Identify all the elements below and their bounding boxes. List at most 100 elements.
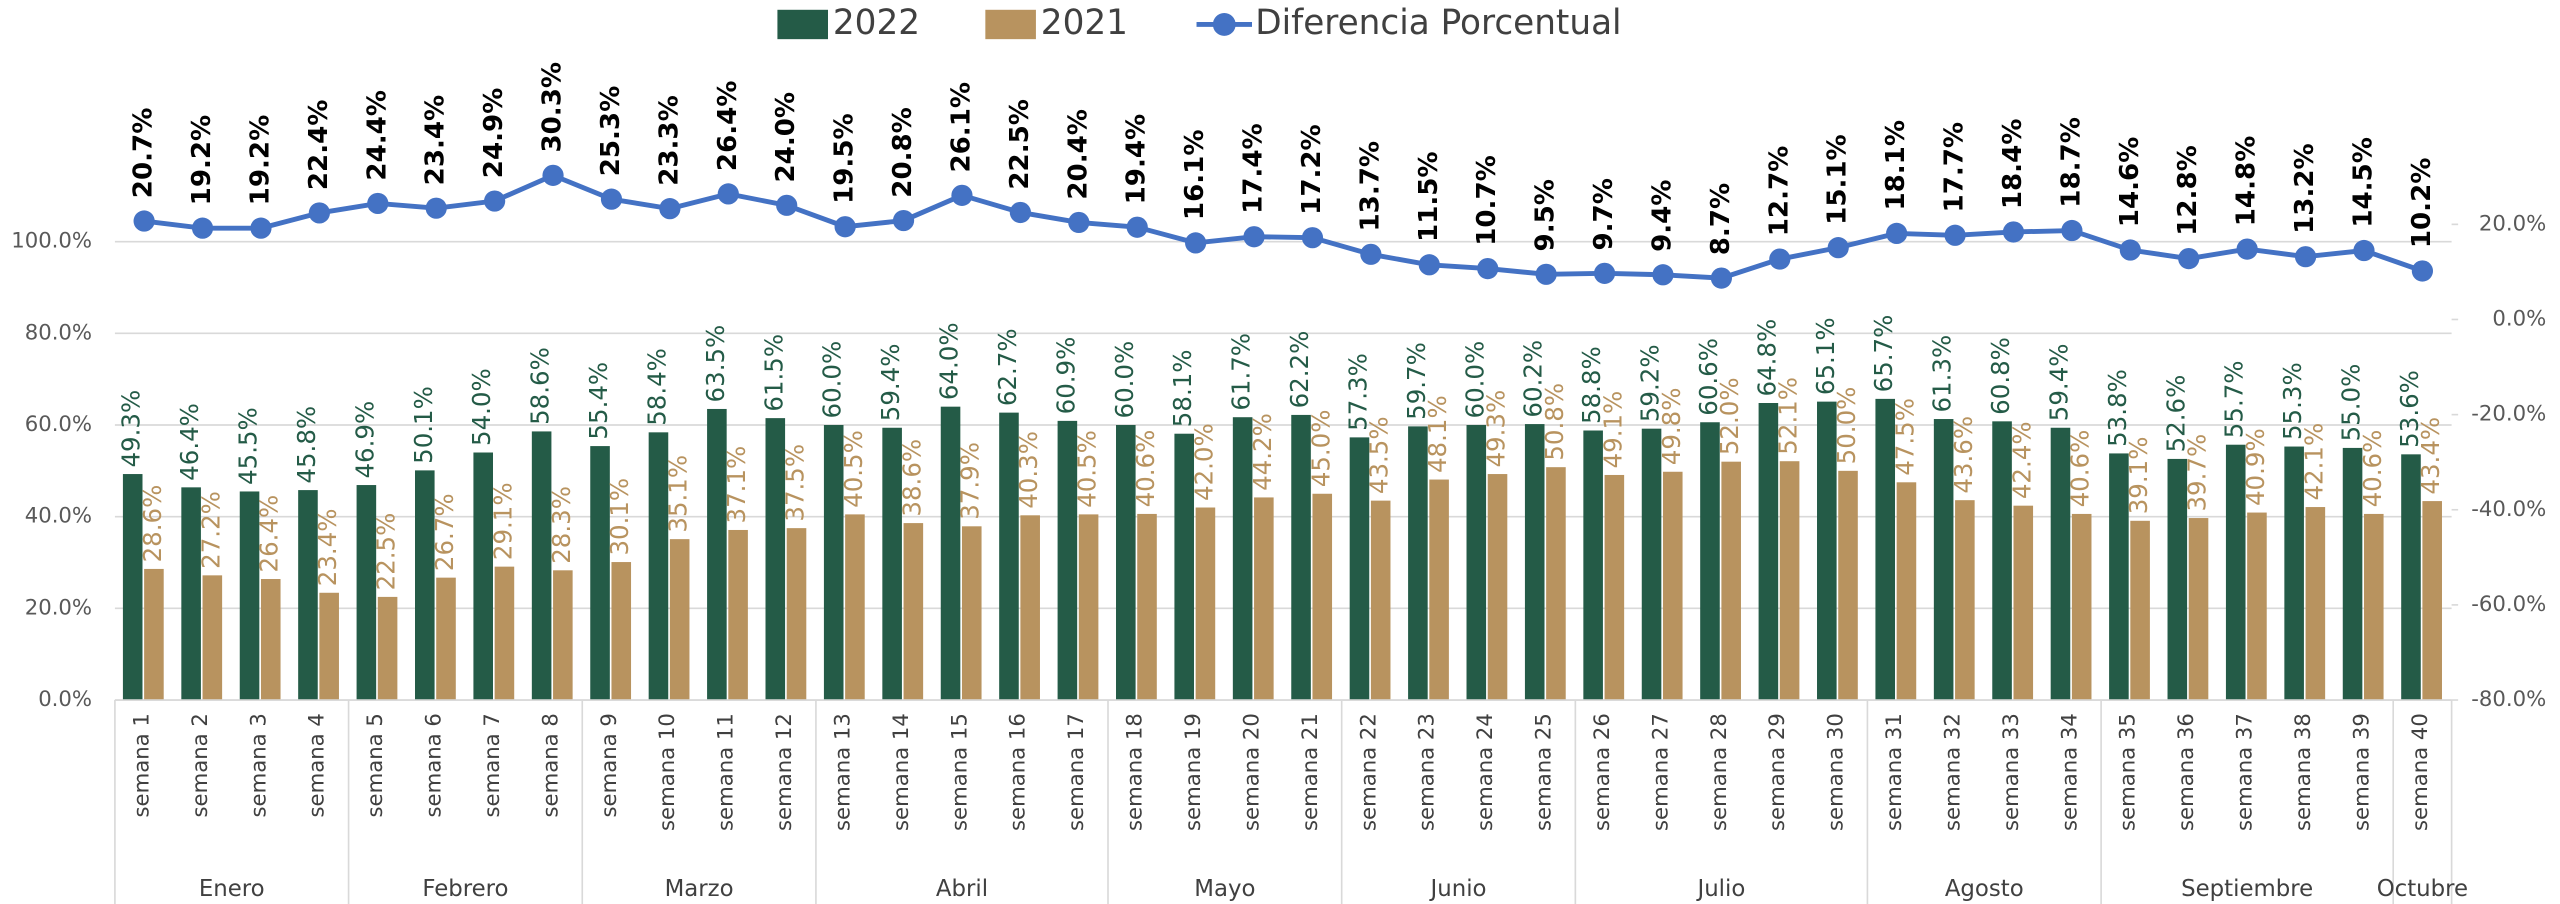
- group-label: Julio: [1695, 876, 1745, 902]
- line-marker: [1536, 264, 1557, 285]
- bar-value-label: 23.4%: [313, 509, 342, 587]
- bar-value-label: 61.5%: [759, 334, 788, 412]
- line-marker: [1010, 202, 1031, 223]
- x-tick-label: semana 24: [1473, 713, 1498, 831]
- bar-value-label: 60.0%: [1110, 341, 1139, 419]
- line-value-label: 18.7%: [2056, 117, 2086, 208]
- bar-value-label: 50.1%: [409, 386, 438, 464]
- bar: [2072, 514, 2092, 700]
- bar-value-label: 28.3%: [547, 486, 576, 564]
- bar: [2013, 506, 2033, 700]
- line-value-label: 13.7%: [1355, 141, 1385, 232]
- bar-value-label: 40.9%: [2241, 428, 2270, 506]
- line-value-label: 14.5%: [2348, 137, 2378, 228]
- bar: [1663, 472, 1683, 700]
- bar-value-label: 45.5%: [234, 407, 263, 485]
- line-value-label: 26.4%: [713, 81, 743, 172]
- x-tick-label: semana 36: [2174, 713, 2199, 831]
- bar-value-label: 29.1%: [488, 482, 517, 560]
- line-value-label: 24.0%: [771, 92, 801, 183]
- x-tick-label: semana 6: [422, 713, 447, 817]
- bar-value-label: 59.4%: [876, 343, 905, 421]
- bar-value-label: 47.5%: [1890, 398, 1919, 476]
- bar-value-label: 65.7%: [1869, 315, 1898, 393]
- bar-value-label: 45.8%: [292, 406, 321, 484]
- x-tick-label: semana 26: [1590, 713, 1615, 831]
- bar-value-label: 40.6%: [2358, 430, 2387, 508]
- bar: [2364, 514, 2384, 700]
- bar: [1429, 480, 1449, 700]
- line-value-label: 11.5%: [1414, 151, 1444, 242]
- line-value-label: 22.5%: [1005, 99, 1035, 190]
- bar: [1254, 497, 1274, 700]
- bar: [495, 567, 515, 700]
- y-tick-label: 40.0%: [25, 504, 92, 529]
- line-marker: [1652, 264, 1673, 285]
- group-label: Septiembre: [2181, 876, 2313, 902]
- chart: 0.0%20.0%40.0%60.0%80.0%100.0%-80.0%-60.…: [0, 0, 2560, 904]
- bar-value-label: 49.1%: [1598, 391, 1627, 469]
- x-tick-label: semana 30: [1824, 713, 1849, 831]
- bar: [1371, 501, 1391, 700]
- bar-value-label: 61.3%: [1928, 335, 1957, 413]
- line-marker: [1360, 244, 1381, 265]
- bar-value-label: 40.5%: [839, 430, 868, 508]
- line-value-label: 16.1%: [1180, 130, 1210, 221]
- x-tick-label: semana 3: [246, 713, 271, 817]
- bar-value-label: 42.1%: [2299, 423, 2328, 501]
- line-marker: [2178, 248, 2199, 269]
- x-tick-label: semana 15: [947, 713, 972, 831]
- bar-value-label: 37.1%: [722, 446, 751, 524]
- bar-value-label: 58.6%: [526, 347, 555, 425]
- line-marker: [2120, 239, 2141, 260]
- bar-value-label: 60.9%: [1051, 337, 1080, 415]
- line-marker: [2295, 246, 2316, 267]
- line-value-label: 10.7%: [1472, 155, 1502, 246]
- line-marker: [1594, 263, 1615, 284]
- line-value-label: 8.7%: [1706, 183, 1736, 255]
- bar: [1583, 431, 1603, 701]
- line-marker: [2237, 238, 2258, 259]
- line-marker: [1886, 223, 1907, 244]
- x-tick-label: semana 22: [1356, 713, 1381, 831]
- x-tick-label: semana 40: [2408, 713, 2433, 831]
- line-value-label: 23.4%: [421, 95, 451, 186]
- bar-value-label: 35.1%: [664, 455, 693, 533]
- bar-value-label: 60.0%: [818, 341, 847, 419]
- x-tick-label: semana 11: [714, 713, 739, 831]
- bar-value-label: 49.3%: [117, 390, 146, 468]
- line-value-label: 24.4%: [362, 90, 392, 181]
- bar: [1488, 474, 1508, 700]
- bar-value-label: 49.8%: [1657, 387, 1686, 465]
- bar: [611, 562, 631, 700]
- line-marker: [1068, 212, 1089, 233]
- line-marker: [601, 189, 622, 210]
- line-value-label: 9.4%: [1647, 180, 1677, 252]
- x-tick-label: semana 1: [129, 713, 154, 817]
- bar-value-label: 46.4%: [175, 403, 204, 481]
- bar-value-label: 60.8%: [1986, 337, 2015, 415]
- bar: [1079, 514, 1099, 700]
- line-marker: [1477, 258, 1498, 279]
- y-tick-label: 100.0%: [11, 229, 92, 254]
- y2-tick-label: -80.0%: [2471, 687, 2546, 712]
- bar: [319, 593, 339, 700]
- line-value-label: 23.3%: [654, 95, 684, 186]
- bar: [787, 528, 807, 700]
- line-marker: [542, 165, 563, 186]
- x-tick-label: semana 34: [2057, 713, 2082, 831]
- bar-value-label: 26.7%: [430, 493, 459, 571]
- line-value-label: 17.4%: [1239, 123, 1269, 214]
- line-marker: [1302, 227, 1323, 248]
- group-label: Enero: [199, 876, 265, 902]
- line-value-label: 18.1%: [1881, 120, 1911, 211]
- x-tick-label: semana 21: [1298, 713, 1323, 831]
- bar-value-label: 62.2%: [1285, 331, 1314, 409]
- x-tick-label: semana 9: [597, 713, 622, 817]
- bar-value-label: 43.6%: [1949, 416, 1978, 494]
- bar: [2189, 518, 2209, 700]
- x-tick-label: semana 4: [305, 713, 330, 817]
- line-marker: [2412, 260, 2433, 281]
- x-tick-label: semana 2: [188, 713, 213, 817]
- bar: [1312, 494, 1332, 700]
